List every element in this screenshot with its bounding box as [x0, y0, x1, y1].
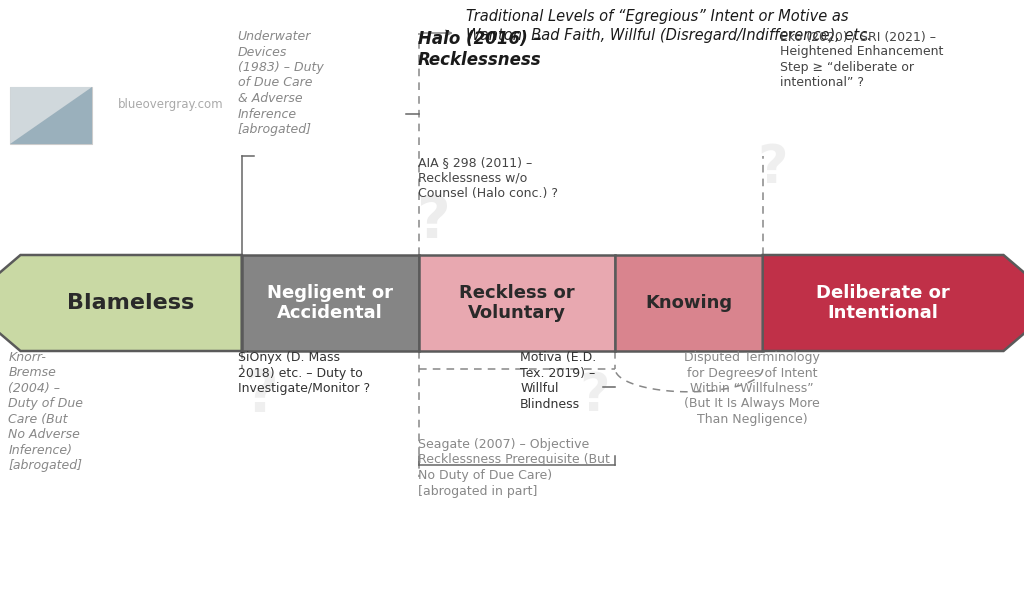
Text: Reckless or
Voluntary: Reckless or Voluntary [459, 284, 574, 322]
Polygon shape [419, 255, 615, 351]
Text: Disputed Terminology
for Degrees of Intent
Within “Willfulness”
(But It Is Alway: Disputed Terminology for Degrees of Inte… [684, 351, 820, 426]
Text: Knorr-
Bremse
(2004) –
Duty of Due
Care (But
No Adverse
Inference)
[abrogated]: Knorr- Bremse (2004) – Duty of Due Care … [8, 351, 83, 473]
Text: Deliberate or
Intentional: Deliberate or Intentional [816, 284, 950, 322]
Text: Knowing: Knowing [645, 294, 732, 312]
Polygon shape [763, 255, 1024, 351]
Polygon shape [242, 255, 419, 351]
Text: ?: ? [758, 142, 788, 194]
Polygon shape [615, 255, 763, 351]
Text: AIA § 298 (2011) –
Recklessness w/o
Counsel (​Halo​ conc.) ?: AIA § 298 (2011) – Recklessness w/o Coun… [418, 156, 558, 200]
Text: ?: ? [246, 367, 279, 424]
Text: Negligent or
Accidental: Negligent or Accidental [267, 284, 393, 322]
Text: ?: ? [417, 193, 451, 251]
Text: ​Seagate​ (2007) – Objective
Recklessness Prerequisite (But
No Duty of Due Care): ​Seagate​ (2007) – Objective Recklessnes… [418, 438, 609, 497]
Text: ​Halo​ (2016) –
Recklessness: ​Halo​ (2016) – Recklessness [418, 30, 542, 69]
Text: Underwater
Devices
(1983) – Duty
of Due Care
& Adverse
Inference
[abrogated]: Underwater Devices (1983) – Duty of Due … [238, 30, 324, 136]
Text: ​Motiva​ (E.D.
Tex. 2019) –
Willful
Blindness: ​Motiva​ (E.D. Tex. 2019) – Willful Blin… [520, 351, 596, 410]
Polygon shape [10, 87, 92, 144]
Text: ?: ? [580, 370, 610, 422]
Text: Traditional Levels of “Egregious” Intent or Motive as
Wanton, Bad Faith, Willful: Traditional Levels of “Egregious” Intent… [466, 9, 871, 43]
Text: ​Eko​ (2020) / ​SRI​ (2021) –
Heightened Enhancement
Step ≥ “deliberate or
inten: ​Eko​ (2020) / ​SRI​ (2021) – Heightened… [780, 30, 944, 89]
Polygon shape [0, 255, 242, 351]
Polygon shape [10, 87, 92, 144]
Text: ​SiOnyx​ (D. Mass
2018) etc. – Duty to
Investigate/Monitor ?: ​SiOnyx​ (D. Mass 2018) etc. – Duty to I… [238, 351, 370, 395]
FancyBboxPatch shape [10, 87, 92, 144]
Text: Blameless: Blameless [68, 293, 195, 313]
Text: blueovergray.com: blueovergray.com [118, 98, 223, 111]
